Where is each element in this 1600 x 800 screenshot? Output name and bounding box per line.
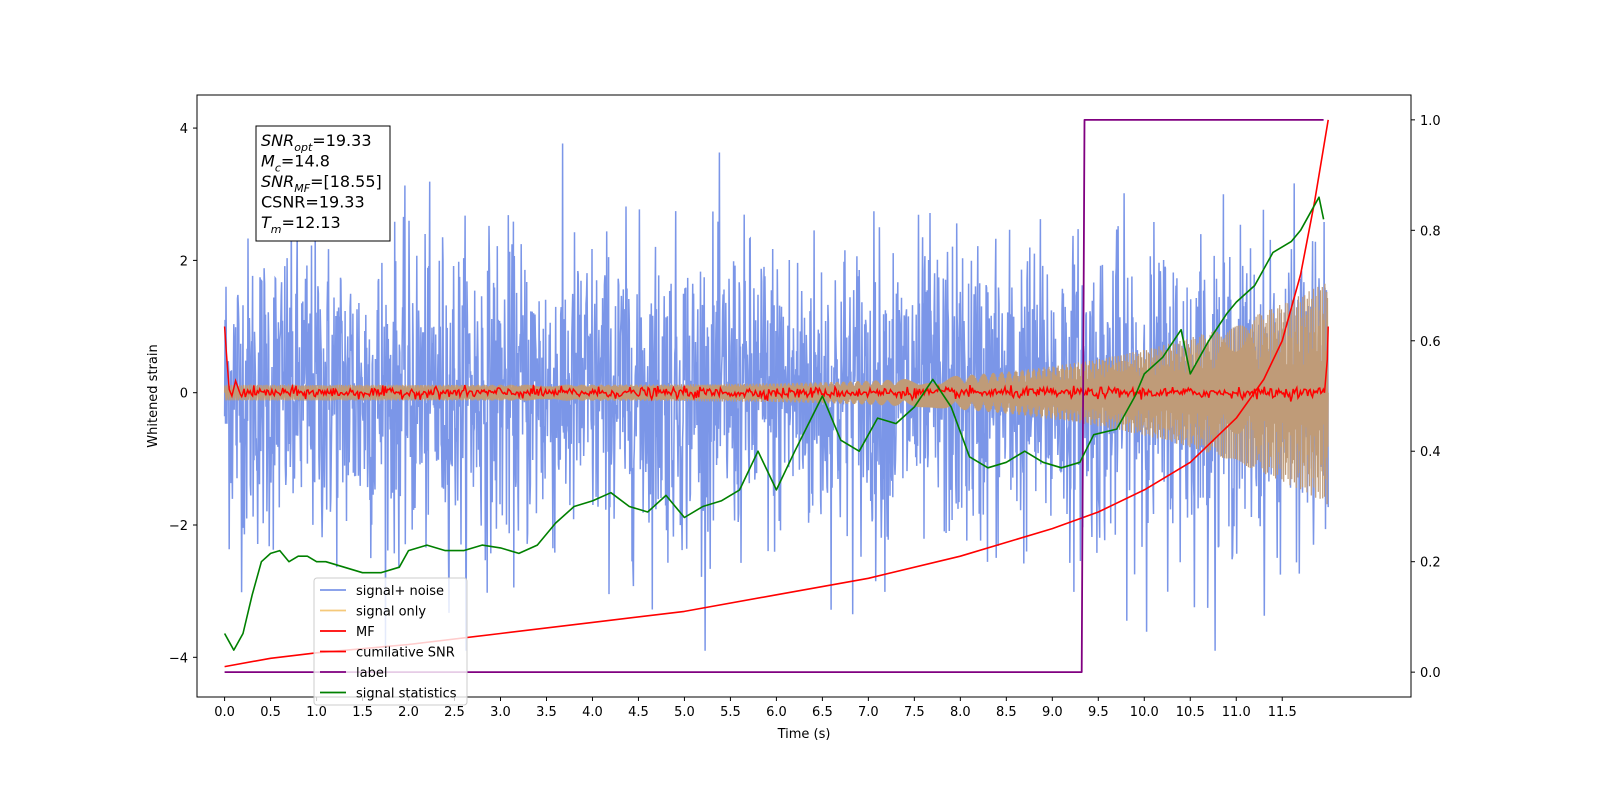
y2-tick-label: 1.0 <box>1420 114 1441 129</box>
y2-tick-label: 0.6 <box>1420 335 1441 350</box>
x-tick-label: 10.5 <box>1176 705 1205 720</box>
plot-frame <box>196 94 1412 698</box>
legend-frame <box>313 577 468 706</box>
legend-label: MF <box>356 625 375 640</box>
series-signal-statistics <box>223 196 1325 651</box>
x-tick-label: 2.5 <box>444 705 465 720</box>
x-tick-label: 9.0 <box>1042 705 1063 720</box>
x-tick-label: 8.5 <box>996 705 1017 720</box>
stats-line: CSNR=19.33 <box>261 193 365 212</box>
stats-line: Tm=12.13 <box>261 213 341 236</box>
y-axis-left: −4 −2 0 2 4 <box>169 122 197 666</box>
x-tick-label: 9.5 <box>1088 705 1109 720</box>
x-tick-label: 11.5 <box>1268 705 1297 720</box>
y-axis-label: Whitened strain <box>146 344 161 447</box>
x-axis: 0.0 0.5 1.0 1.5 2.0 2.5 3.0 3.5 4.0 4.5 5.0 5.5 6.0 6… <box>214 697 1297 720</box>
y-axis-right: 0.0 0.2 0.4 0.6 0.8 1.0 <box>1411 114 1441 681</box>
y-tick-label: 4 <box>180 122 188 137</box>
legend-label: label <box>356 666 387 681</box>
x-tick-label: 0.5 <box>260 705 281 720</box>
series-label <box>224 119 1324 673</box>
x-tick-label: 11.0 <box>1222 705 1251 720</box>
stats-line: SNRMF=[18.55] <box>261 172 382 195</box>
stats-line: SNRopt=19.33 <box>261 131 372 154</box>
y2-tick-label: 0.2 <box>1420 556 1441 571</box>
stats-annotation: SNRopt=19.33Mc=14.8SNRMF=[18.55]CSNR=19.… <box>255 125 391 242</box>
legend: signal+ noise signal only MF cumilative SNR… <box>313 577 468 706</box>
x-tick-label: 7.0 <box>858 705 879 720</box>
x-tick-label: 4.0 <box>582 705 603 720</box>
x-tick-label: 6.0 <box>766 705 787 720</box>
legend-label: cumilative SNR <box>356 646 455 661</box>
y-tick-label: −4 <box>169 651 188 666</box>
legend-label: signal statistics <box>356 687 457 702</box>
stats-box-frame <box>255 125 391 242</box>
legend-label: signal+ noise <box>356 584 444 599</box>
x-tick-label: 3.5 <box>536 705 557 720</box>
y2-tick-label: 0.8 <box>1420 224 1441 239</box>
x-tick-label: 6.5 <box>812 705 833 720</box>
legend-label: signal only <box>356 605 426 620</box>
x-tick-label: 0.0 <box>214 705 235 720</box>
y-tick-label: 2 <box>180 254 188 269</box>
series-mf <box>223 326 1329 402</box>
x-tick-label: 3.0 <box>490 705 511 720</box>
x-tick-label: 5.0 <box>674 705 695 720</box>
x-tick-label: 8.0 <box>950 705 971 720</box>
y2-tick-label: 0.0 <box>1420 666 1441 681</box>
x-tick-label: 1.0 <box>306 705 327 720</box>
x-tick-label: 7.5 <box>904 705 925 720</box>
x-tick-label: 10.0 <box>1130 705 1159 720</box>
y-tick-label: 0 <box>180 387 188 402</box>
x-tick-label: 4.5 <box>628 705 649 720</box>
x-tick-label: 2.0 <box>398 705 419 720</box>
y-tick-label: −2 <box>169 519 188 534</box>
x-tick-label: 1.5 <box>352 705 373 720</box>
x-tick-label: 5.5 <box>720 705 741 720</box>
y2-tick-label: 0.4 <box>1420 445 1441 460</box>
stats-line: Mc=14.8 <box>261 152 330 175</box>
x-axis-label: Time (s) <box>777 727 831 742</box>
